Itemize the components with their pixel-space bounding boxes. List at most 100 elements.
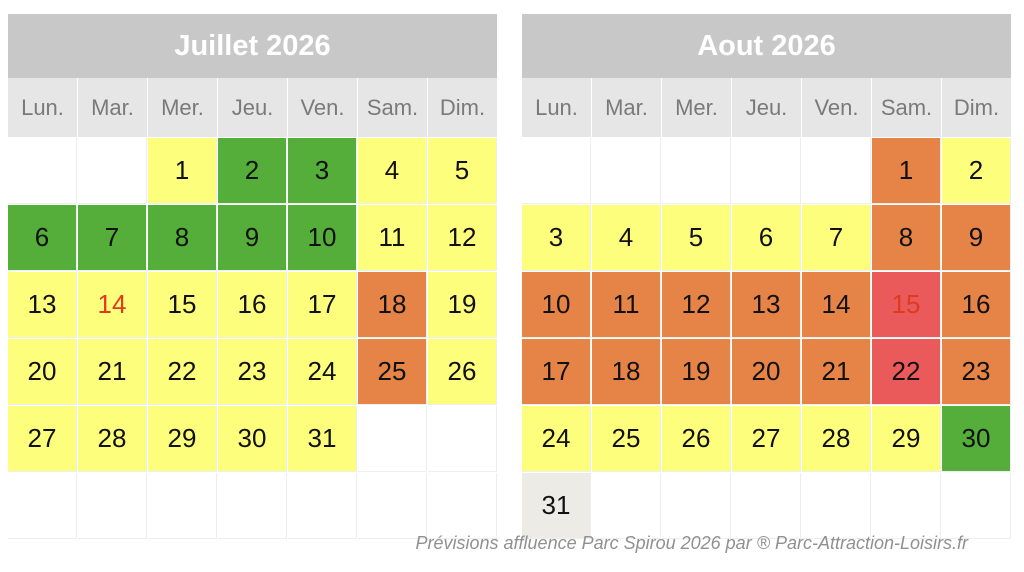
empty-cell <box>942 473 1011 539</box>
empty-cell <box>802 473 871 539</box>
day-cell: 30 <box>218 406 287 472</box>
day-cell: 25 <box>358 339 427 405</box>
weekday-header: Sam. <box>358 78 427 137</box>
empty-cell <box>78 138 147 204</box>
empty-cell <box>78 473 147 539</box>
calendar-grid: Lun. Mar. Mer. Jeu. Ven. Sam. Dim. 1 2 3 4 5 6 7 8 9 10 1… <box>8 78 497 539</box>
day-cell: 31 <box>288 406 357 472</box>
empty-cell <box>522 138 591 204</box>
empty-cell <box>428 473 497 539</box>
weekday-header: Dim. <box>942 78 1011 137</box>
day-cell: 20 <box>732 339 801 405</box>
day-cell: 8 <box>872 205 941 271</box>
day-cell: 12 <box>662 272 731 338</box>
weekday-header: Lun. <box>522 78 591 137</box>
empty-cell <box>802 138 871 204</box>
empty-cell <box>592 473 661 539</box>
empty-cell <box>218 473 287 539</box>
day-cell: 6 <box>8 205 77 271</box>
empty-cell <box>358 473 427 539</box>
empty-cell <box>732 138 801 204</box>
empty-cell <box>592 138 661 204</box>
day-cell: 3 <box>288 138 357 204</box>
day-cell: 3 <box>522 205 591 271</box>
day-cell: 10 <box>288 205 357 271</box>
weekday-header: Ven. <box>288 78 357 137</box>
day-cell: 13 <box>732 272 801 338</box>
day-cell: 7 <box>802 205 871 271</box>
empty-cell <box>428 406 497 472</box>
day-cell: 8 <box>148 205 217 271</box>
weekday-header: Ven. <box>802 78 871 137</box>
day-cell: 29 <box>872 406 941 472</box>
day-cell: 6 <box>732 205 801 271</box>
empty-cell <box>288 473 357 539</box>
day-cell: 27 <box>732 406 801 472</box>
calendar-grid: Lun. Mar. Mer. Jeu. Ven. Sam. Dim. 1 2 3 4 5 6 7 8 9 10 1… <box>522 78 1011 539</box>
weekday-header: Jeu. <box>218 78 287 137</box>
day-cell: 20 <box>8 339 77 405</box>
weekday-header: Dim. <box>428 78 497 137</box>
day-cell: 16 <box>942 272 1011 338</box>
month-title: Aout 2026 <box>522 14 1011 78</box>
day-cell: 1 <box>872 138 941 204</box>
empty-cell <box>148 473 217 539</box>
weekday-header: Sam. <box>872 78 941 137</box>
day-cell: 30 <box>942 406 1011 472</box>
day-cell: 17 <box>288 272 357 338</box>
day-cell: 4 <box>358 138 427 204</box>
day-cell: 14 <box>802 272 871 338</box>
empty-cell <box>662 138 731 204</box>
day-cell: 26 <box>428 339 497 405</box>
weekday-header: Mer. <box>662 78 731 137</box>
day-cell: 28 <box>802 406 871 472</box>
day-cell: 22 <box>872 339 941 405</box>
day-cell: 27 <box>8 406 77 472</box>
day-cell: 11 <box>592 272 661 338</box>
day-cell: 22 <box>148 339 217 405</box>
day-cell: 23 <box>942 339 1011 405</box>
day-cell: 29 <box>148 406 217 472</box>
weekday-header: Mer. <box>148 78 217 137</box>
day-cell: 13 <box>8 272 77 338</box>
weekday-header: Mar. <box>78 78 147 137</box>
day-cell: 19 <box>662 339 731 405</box>
day-cell: 24 <box>288 339 357 405</box>
day-cell: 15 <box>872 272 941 338</box>
day-cell: 23 <box>218 339 287 405</box>
day-cell: 21 <box>78 339 147 405</box>
day-cell: 18 <box>592 339 661 405</box>
day-cell: 10 <box>522 272 591 338</box>
day-cell: 21 <box>802 339 871 405</box>
day-cell: 9 <box>942 205 1011 271</box>
day-cell: 18 <box>358 272 427 338</box>
day-cell: 16 <box>218 272 287 338</box>
day-cell: 5 <box>428 138 497 204</box>
day-cell: 1 <box>148 138 217 204</box>
month-title: Juillet 2026 <box>8 14 497 78</box>
day-cell: 12 <box>428 205 497 271</box>
empty-cell <box>662 473 731 539</box>
day-cell: 14 <box>78 272 147 338</box>
day-cell: 17 <box>522 339 591 405</box>
day-cell: 15 <box>148 272 217 338</box>
day-cell: 7 <box>78 205 147 271</box>
source-caption: Prévisions affluence Parc Spirou 2026 pa… <box>415 533 969 553</box>
day-cell: 4 <box>592 205 661 271</box>
empty-cell <box>872 473 941 539</box>
empty-cell <box>8 473 77 539</box>
day-cell: 19 <box>428 272 497 338</box>
day-cell: 26 <box>662 406 731 472</box>
day-cell: 9 <box>218 205 287 271</box>
day-cell: 5 <box>662 205 731 271</box>
empty-cell <box>358 406 427 472</box>
empty-cell <box>732 473 801 539</box>
day-cell: 31 <box>522 473 591 539</box>
weekday-header: Jeu. <box>732 78 801 137</box>
day-cell: 28 <box>78 406 147 472</box>
calendar-august: Aout 2026 Lun. Mar. Mer. Jeu. Ven. Sam. Dim. 1 2… <box>522 14 1011 539</box>
day-cell: 2 <box>218 138 287 204</box>
weekday-header: Lun. <box>8 78 77 137</box>
day-cell: 24 <box>522 406 591 472</box>
empty-cell <box>8 138 77 204</box>
